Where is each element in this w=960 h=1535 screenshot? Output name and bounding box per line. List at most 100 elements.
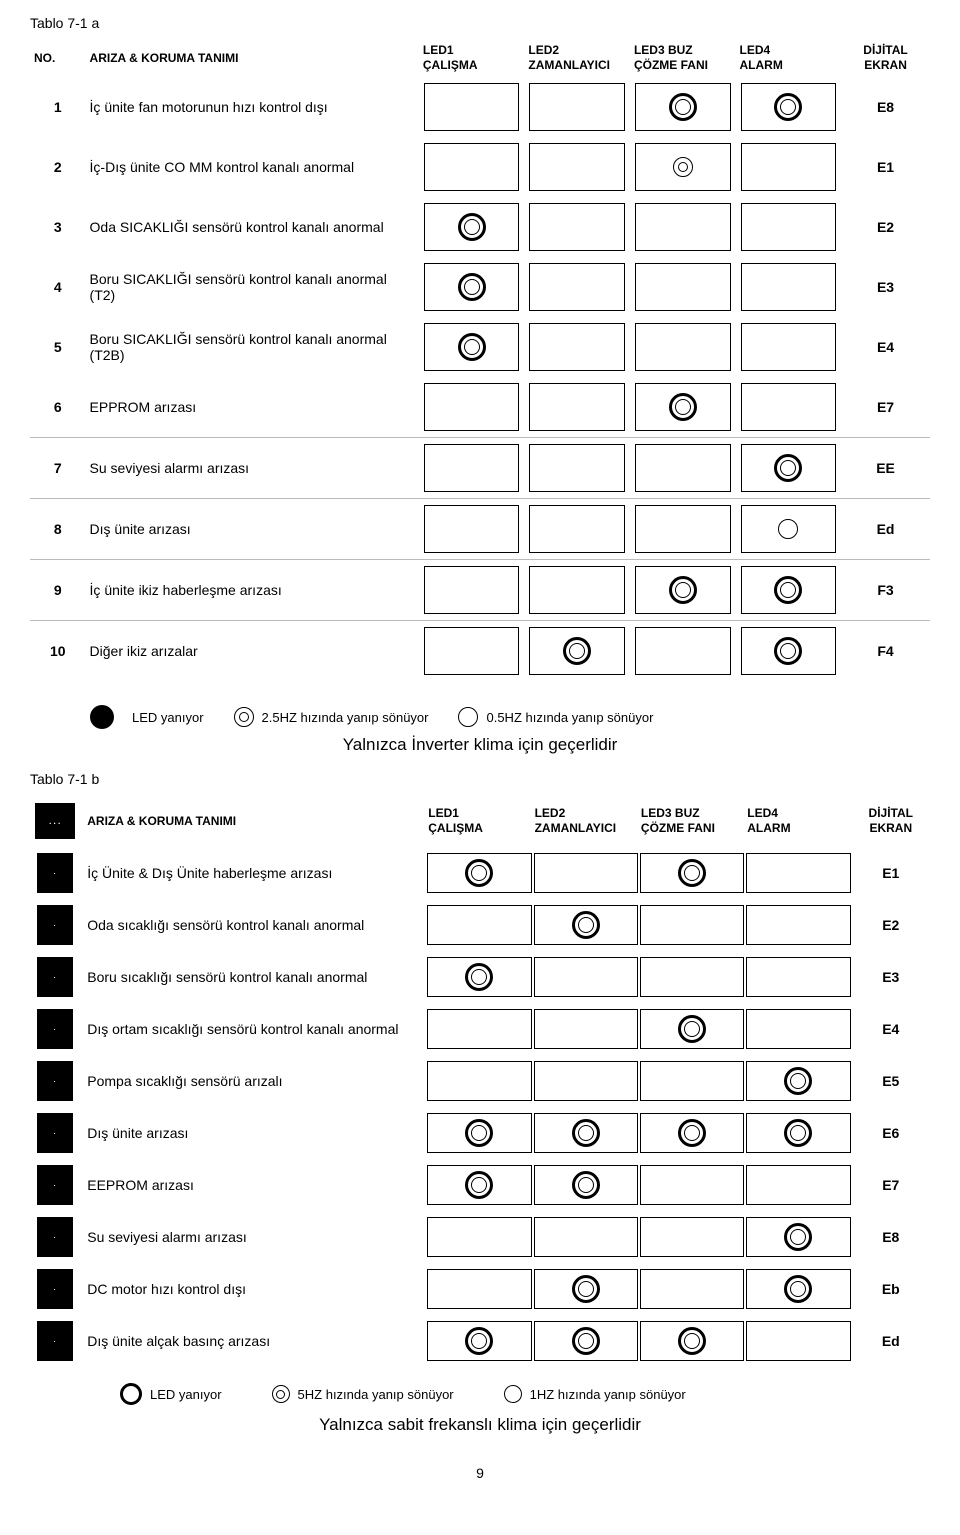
table-row: ·İç Ünite & Dış Ünite haberleşme arızası… xyxy=(30,847,930,899)
table-row: ·DC motor hızı kontrol dışıEb xyxy=(30,1263,930,1315)
table-row: 3Oda SICAKLIĞI sensörü kontrol kanalı an… xyxy=(30,197,930,257)
table-a-body: 1İç ünite fan motorunun hızı kontrol dış… xyxy=(30,77,930,681)
row-code: Ed xyxy=(841,499,930,560)
table-row: ·Pompa sıcaklığı sensörü arızalıE5 xyxy=(30,1055,930,1107)
row-desc: Boru sıcaklığı sensörü kontrol kanalı an… xyxy=(79,951,426,1003)
led-thick-icon xyxy=(465,859,493,887)
hdr-b-desc: ARIZA & KORUMA TANIMI xyxy=(79,795,426,847)
hdr-code: DİJİTALEKRAN xyxy=(841,39,930,77)
black-box-icon: · xyxy=(37,1113,73,1153)
black-box-icon: · xyxy=(37,853,73,893)
bold-ring-icon xyxy=(120,1383,142,1405)
thin-ring-icon xyxy=(458,707,478,727)
subtitle-a: Yalnızca İnverter klima için geçerlidir xyxy=(30,735,930,755)
table-row: ·Dış ortam sıcaklığı sensörü kontrol kan… xyxy=(30,1003,930,1055)
led-thick-icon xyxy=(669,93,697,121)
led-thick-icon xyxy=(774,637,802,665)
led-thick-icon xyxy=(458,213,486,241)
led-thick-icon xyxy=(774,454,802,482)
row-desc: Dış ünite arızası xyxy=(86,499,419,560)
empty-box xyxy=(640,957,744,997)
row-code: E4 xyxy=(841,317,930,377)
table-row: 2İç-Dış ünite CO MM kontrol kanalı anorm… xyxy=(30,137,930,197)
row-code: F4 xyxy=(841,621,930,682)
led-thick-icon xyxy=(678,859,706,887)
led-thick-icon xyxy=(784,1067,812,1095)
med-ring-icon xyxy=(234,707,254,727)
led-thick-icon xyxy=(678,1327,706,1355)
row-desc: Oda SICAKLIĞI sensörü kontrol kanalı ano… xyxy=(86,197,419,257)
led-thick-icon xyxy=(669,576,697,604)
empty-box xyxy=(746,957,850,997)
empty-box xyxy=(534,853,638,893)
empty-box xyxy=(424,505,520,553)
empty-box xyxy=(741,323,837,371)
row-code: E8 xyxy=(852,1211,930,1263)
hdr-b-led3: LED3 BUZÇÖZME FANI xyxy=(639,795,745,847)
row-desc: Su seviyesi alarmı arızası xyxy=(79,1211,426,1263)
empty-box xyxy=(427,1061,531,1101)
table-row: 9İç ünite ikiz haberleşme arızasıF3 xyxy=(30,560,930,621)
hdr-led3: LED3 BUZÇÖZME FANI xyxy=(630,39,736,77)
row-num: 1 xyxy=(30,77,86,137)
row-desc: Dış ortam sıcaklığı sensörü kontrol kana… xyxy=(79,1003,426,1055)
empty-box xyxy=(741,383,837,431)
empty-box xyxy=(424,627,520,675)
empty-box xyxy=(424,83,520,131)
led-thick-icon xyxy=(572,1171,600,1199)
table-row: 4Boru SICAKLIĞI sensörü kontrol kanalı a… xyxy=(30,257,930,317)
legend-a: LED yanıyor 2.5HZ hızında yanıp sönüyor … xyxy=(90,705,930,729)
table-row: ·Dış ünite alçak basınç arızasıEd xyxy=(30,1315,930,1367)
thin-ring-icon xyxy=(504,1385,522,1403)
row-num: 8 xyxy=(30,499,86,560)
empty-box xyxy=(529,203,625,251)
empty-box xyxy=(746,1009,850,1049)
row-code: E3 xyxy=(841,257,930,317)
legend-fast: 2.5HZ hızında yanıp sönüyor xyxy=(262,710,429,725)
legend-b-on: LED yanıyor xyxy=(150,1387,222,1402)
led-thin-icon xyxy=(778,519,798,539)
led-thick-icon xyxy=(784,1275,812,1303)
hdr-b-code: DİJİTALEKRAN xyxy=(852,795,930,847)
empty-box xyxy=(424,444,520,492)
black-box-icon: · xyxy=(37,905,73,945)
empty-box xyxy=(640,1165,744,1205)
table-row: 5Boru SICAKLIĞI sensörü kontrol kanalı a… xyxy=(30,317,930,377)
table-b-body: ·İç Ünite & Dış Ünite haberleşme arızası… xyxy=(30,847,930,1367)
row-code: E7 xyxy=(841,377,930,438)
table-row: 8Dış ünite arızası Ed xyxy=(30,499,930,560)
led-thick-icon xyxy=(572,1275,600,1303)
empty-box xyxy=(635,263,731,311)
empty-box xyxy=(640,905,744,945)
empty-box xyxy=(640,1269,744,1309)
led-thick-icon xyxy=(774,576,802,604)
row-code: E4 xyxy=(852,1003,930,1055)
led-thick-icon xyxy=(669,393,697,421)
led-thick-icon xyxy=(572,1119,600,1147)
black-box-icon: · xyxy=(37,1061,73,1101)
black-box-icon: · xyxy=(37,1009,73,1049)
empty-box xyxy=(741,203,837,251)
row-desc: İç-Dış ünite CO MM kontrol kanalı anorma… xyxy=(86,137,419,197)
hdr-b-led2: LED2ZAMANLAYICI xyxy=(533,795,639,847)
table-b-label: Tablo 7-1 b xyxy=(30,771,930,787)
row-desc: EEPROM arızası xyxy=(79,1159,426,1211)
row-desc: İç ünite fan motorunun hızı kontrol dışı xyxy=(86,77,419,137)
row-num: 9 xyxy=(30,560,86,621)
empty-box xyxy=(640,1061,744,1101)
row-desc: Oda sıcaklığı sensörü kontrol kanalı ano… xyxy=(79,899,426,951)
legend-b: LED yanıyor 5HZ hızında yanıp sönüyor 1H… xyxy=(120,1383,930,1405)
empty-box xyxy=(635,323,731,371)
row-code: E1 xyxy=(841,137,930,197)
empty-box xyxy=(635,627,731,675)
empty-box xyxy=(529,444,625,492)
led-thick-icon xyxy=(465,1327,493,1355)
hdr-b-led1: LED1ÇALIŞMA xyxy=(426,795,532,847)
black-box-icon: · xyxy=(37,957,73,997)
table-row: ·Dış ünite arızasıE6 xyxy=(30,1107,930,1159)
row-desc: Pompa sıcaklığı sensörü arızalı xyxy=(79,1055,426,1107)
row-num: 4 xyxy=(30,257,86,317)
hdr-desc: ARIZA & KORUMA TANIMI xyxy=(86,39,419,77)
row-desc: Diğer ikiz arızalar xyxy=(86,621,419,682)
row-desc: EPPROM arızası xyxy=(86,377,419,438)
